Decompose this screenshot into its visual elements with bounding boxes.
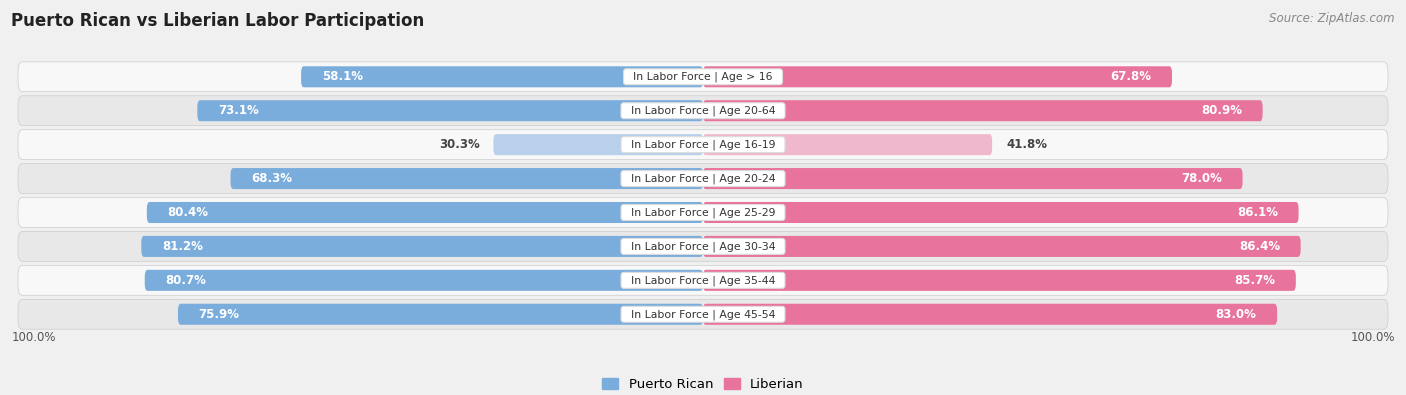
FancyBboxPatch shape (703, 304, 1277, 325)
Text: In Labor Force | Age 35-44: In Labor Force | Age 35-44 (624, 275, 782, 286)
Text: In Labor Force | Age > 16: In Labor Force | Age > 16 (626, 71, 780, 82)
FancyBboxPatch shape (141, 236, 703, 257)
FancyBboxPatch shape (145, 270, 703, 291)
Text: 100.0%: 100.0% (11, 331, 56, 344)
FancyBboxPatch shape (703, 134, 993, 155)
FancyBboxPatch shape (703, 270, 1296, 291)
Text: 86.1%: 86.1% (1237, 206, 1278, 219)
Text: 80.9%: 80.9% (1201, 104, 1241, 117)
FancyBboxPatch shape (18, 130, 1388, 160)
Text: In Labor Force | Age 25-29: In Labor Force | Age 25-29 (624, 207, 782, 218)
FancyBboxPatch shape (494, 134, 703, 155)
Text: In Labor Force | Age 30-34: In Labor Force | Age 30-34 (624, 241, 782, 252)
FancyBboxPatch shape (18, 231, 1388, 261)
FancyBboxPatch shape (146, 202, 703, 223)
Text: 58.1%: 58.1% (322, 70, 363, 83)
FancyBboxPatch shape (18, 96, 1388, 126)
Text: 81.2%: 81.2% (162, 240, 202, 253)
Text: In Labor Force | Age 45-54: In Labor Force | Age 45-54 (624, 309, 782, 320)
Text: Puerto Rican vs Liberian Labor Participation: Puerto Rican vs Liberian Labor Participa… (11, 12, 425, 30)
FancyBboxPatch shape (18, 62, 1388, 92)
Text: 78.0%: 78.0% (1181, 172, 1222, 185)
Text: In Labor Force | Age 16-19: In Labor Force | Age 16-19 (624, 139, 782, 150)
Text: Source: ZipAtlas.com: Source: ZipAtlas.com (1270, 12, 1395, 25)
FancyBboxPatch shape (301, 66, 703, 87)
FancyBboxPatch shape (197, 100, 703, 121)
FancyBboxPatch shape (179, 304, 703, 325)
FancyBboxPatch shape (18, 164, 1388, 194)
Legend: Puerto Rican, Liberian: Puerto Rican, Liberian (598, 373, 808, 395)
Text: 73.1%: 73.1% (218, 104, 259, 117)
Text: 30.3%: 30.3% (439, 138, 479, 151)
Text: 68.3%: 68.3% (252, 172, 292, 185)
FancyBboxPatch shape (18, 265, 1388, 295)
Text: 100.0%: 100.0% (1350, 331, 1395, 344)
FancyBboxPatch shape (703, 66, 1173, 87)
FancyBboxPatch shape (703, 100, 1263, 121)
Text: 67.8%: 67.8% (1111, 70, 1152, 83)
Text: 80.7%: 80.7% (166, 274, 207, 287)
FancyBboxPatch shape (231, 168, 703, 189)
Text: 85.7%: 85.7% (1234, 274, 1275, 287)
Text: In Labor Force | Age 20-64: In Labor Force | Age 20-64 (624, 105, 782, 116)
Text: 86.4%: 86.4% (1239, 240, 1279, 253)
Text: 41.8%: 41.8% (1005, 138, 1047, 151)
Text: 80.4%: 80.4% (167, 206, 208, 219)
FancyBboxPatch shape (18, 198, 1388, 228)
FancyBboxPatch shape (703, 168, 1243, 189)
FancyBboxPatch shape (703, 202, 1299, 223)
Text: 75.9%: 75.9% (198, 308, 239, 321)
FancyBboxPatch shape (703, 236, 1301, 257)
Text: In Labor Force | Age 20-24: In Labor Force | Age 20-24 (624, 173, 782, 184)
FancyBboxPatch shape (18, 299, 1388, 329)
Text: 83.0%: 83.0% (1216, 308, 1257, 321)
